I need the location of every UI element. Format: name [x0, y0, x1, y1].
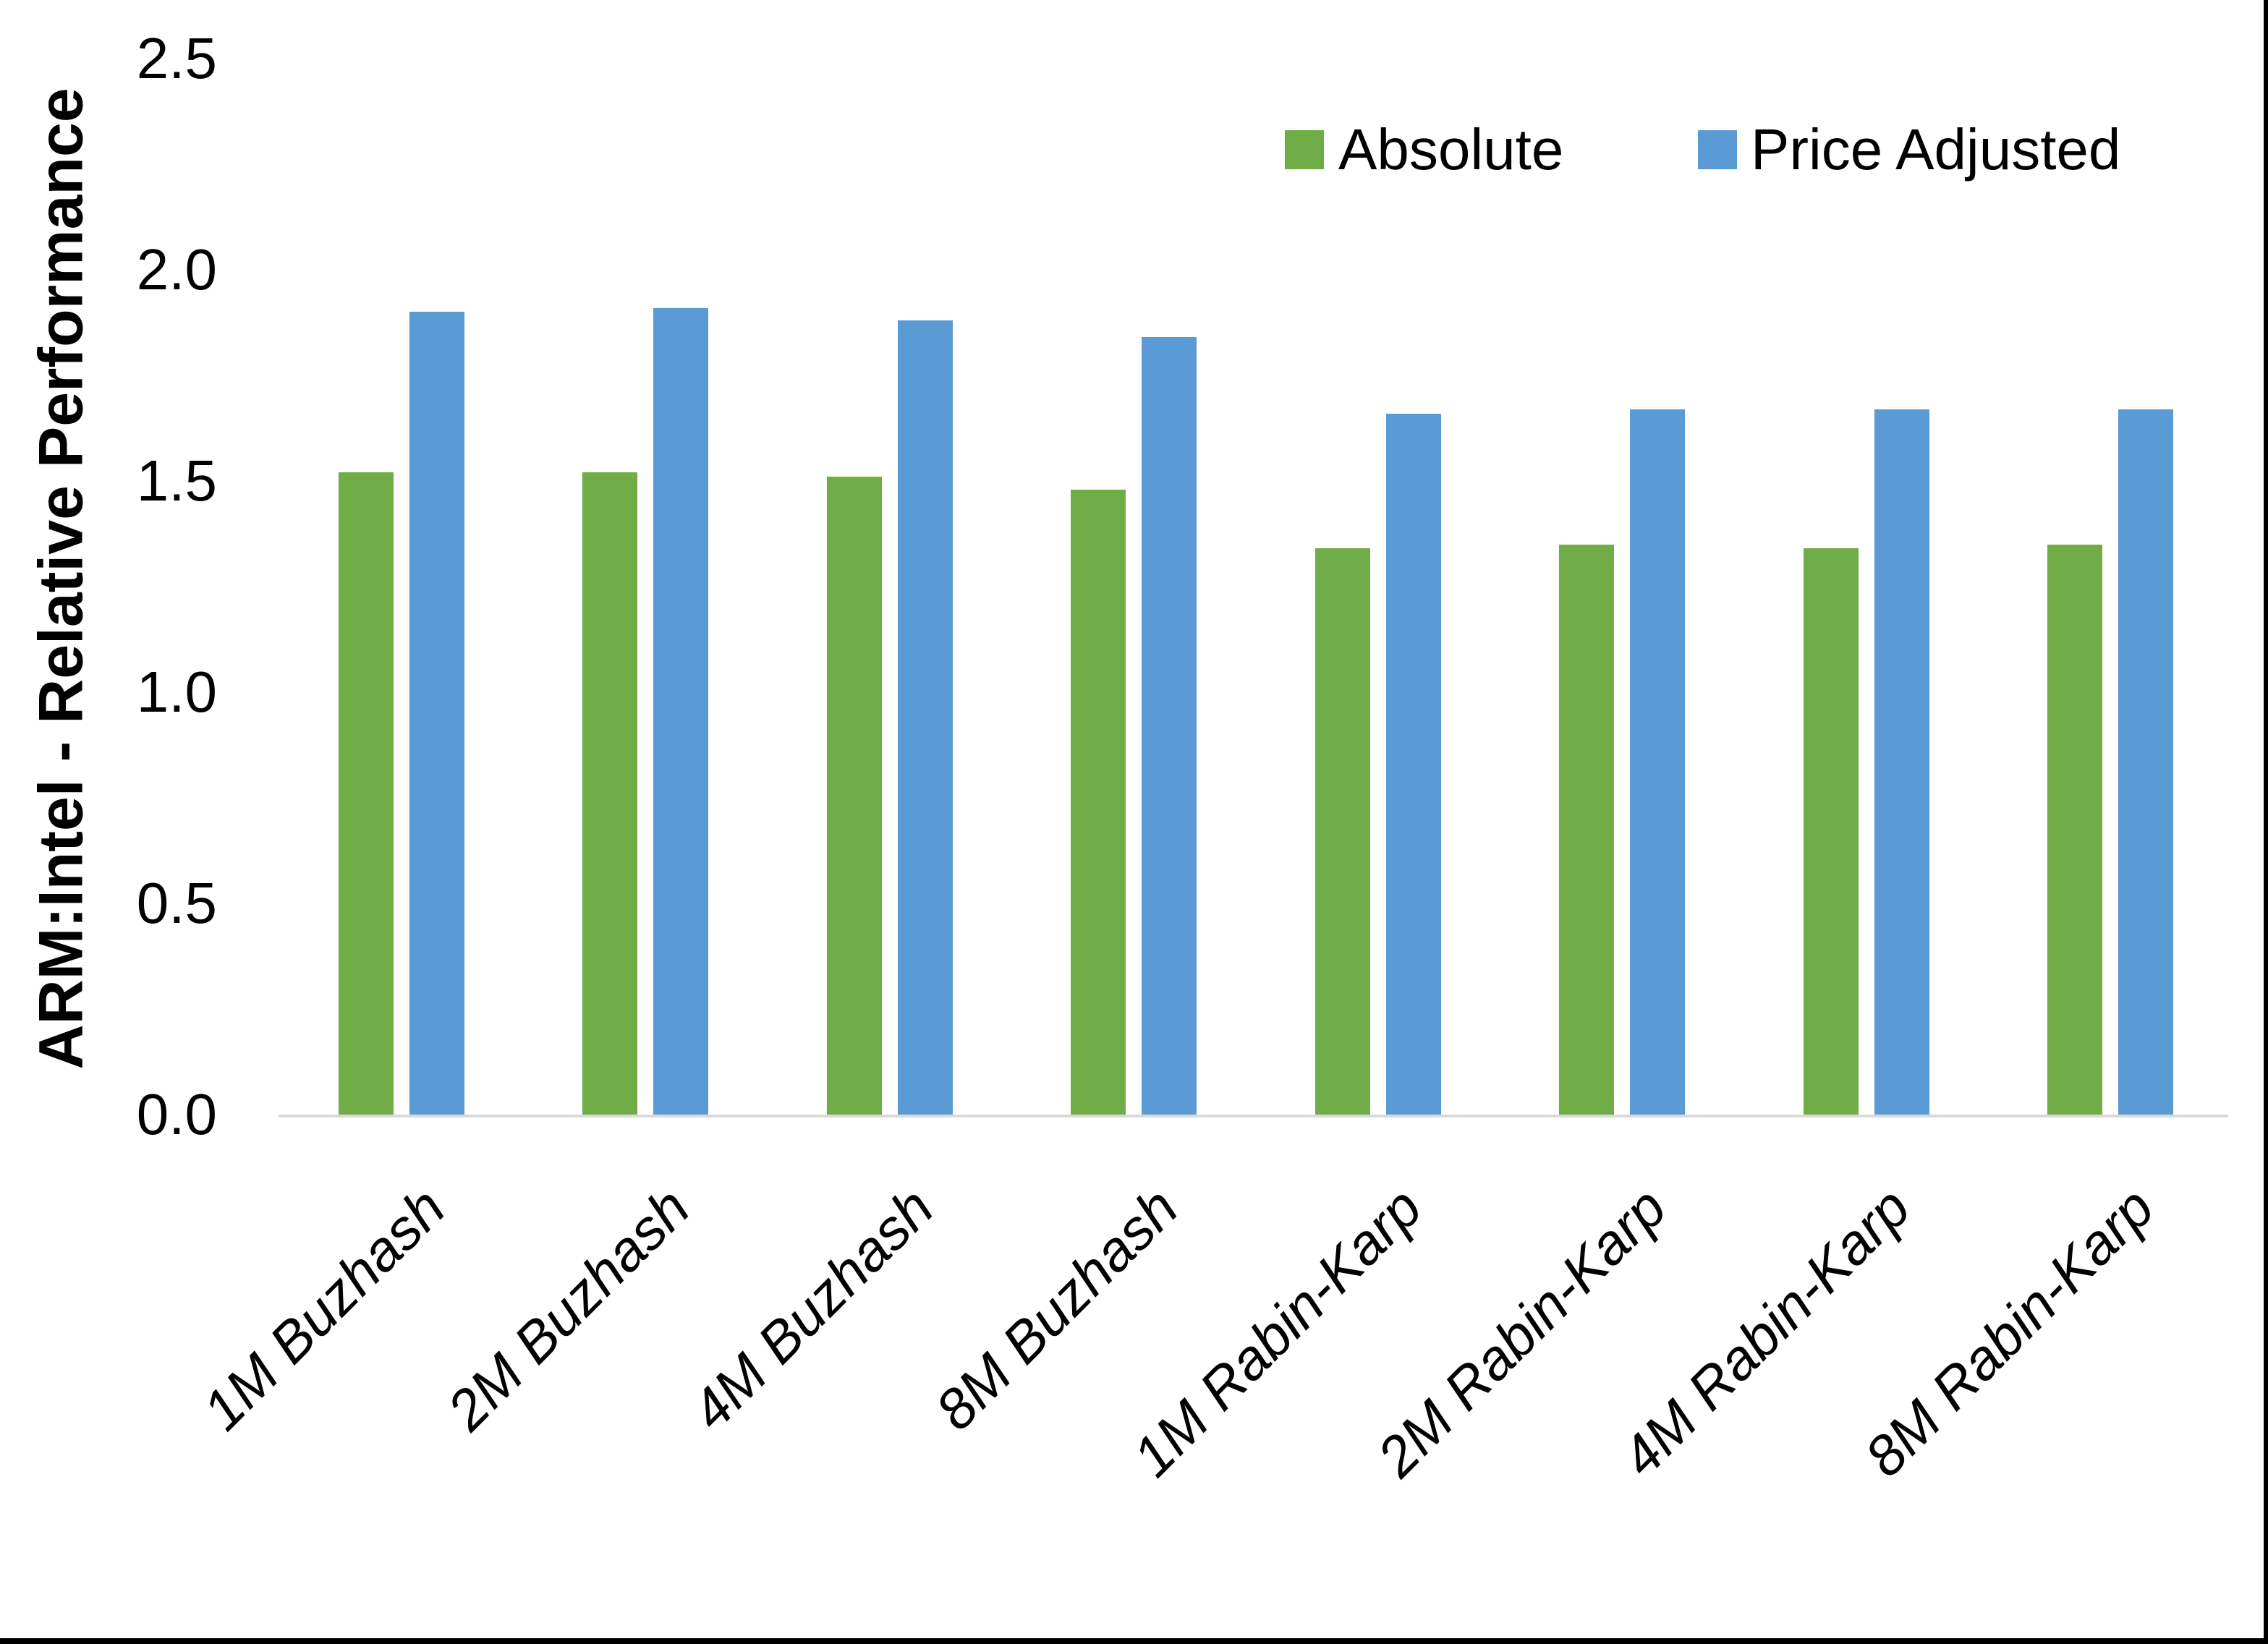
bar-absolute-8m-buzhash — [1071, 490, 1126, 1115]
bar-price-adjusted-1m-buzhash — [409, 312, 464, 1115]
bar-price-adjusted-1m-rabin-karp — [1386, 414, 1441, 1115]
x-label-8m-buzhash: 8M Buzhash — [922, 1175, 1190, 1442]
bar-price-adjusted-2m-buzhash — [653, 308, 708, 1115]
y-tick-label-2.0: 2.0 — [136, 237, 217, 302]
bar-price-adjusted-2m-rabin-karp — [1630, 409, 1685, 1115]
legend-swatch-absolute-icon — [1285, 130, 1324, 169]
window-border-right — [2264, 0, 2268, 1644]
x-label-4m-buzhash: 4M Buzhash — [679, 1175, 946, 1442]
x-label-1m-buzhash: 1M Buzhash — [190, 1175, 458, 1442]
bar-absolute-1m-rabin-karp — [1315, 548, 1370, 1115]
bar-price-adjusted-4m-buzhash — [898, 320, 953, 1115]
window-border-bottom — [0, 1638, 2268, 1644]
bar-absolute-2m-rabin-karp — [1559, 545, 1614, 1115]
x-label-2m-buzhash: 2M Buzhash — [434, 1175, 702, 1442]
y-tick-label-1.5: 1.5 — [136, 448, 217, 513]
legend-label-price-adjusted: Price Adjusted — [1751, 117, 2121, 182]
bar-absolute-8m-rabin-karp — [2047, 545, 2102, 1115]
y-tick-label-1.0: 1.0 — [136, 660, 217, 724]
bar-absolute-4m-rabin-karp — [1804, 548, 1859, 1115]
bar-price-adjusted-8m-buzhash — [1142, 337, 1197, 1115]
bar-price-adjusted-4m-rabin-karp — [1874, 409, 1929, 1115]
y-tick-label-0.0: 0.0 — [136, 1082, 217, 1146]
bar-absolute-2m-buzhash — [582, 472, 637, 1115]
bar-absolute-4m-buzhash — [827, 477, 882, 1115]
legend-label-absolute: Absolute — [1338, 117, 1564, 182]
bar-absolute-1m-buzhash — [339, 472, 394, 1115]
bar-price-adjusted-8m-rabin-karp — [2118, 409, 2173, 1115]
legend-swatch-price-adjusted-icon — [1698, 130, 1737, 169]
y-tick-label-0.5: 0.5 — [136, 871, 217, 935]
x-axis-line — [279, 1115, 2228, 1117]
y-tick-label-2.5: 2.5 — [136, 26, 217, 90]
